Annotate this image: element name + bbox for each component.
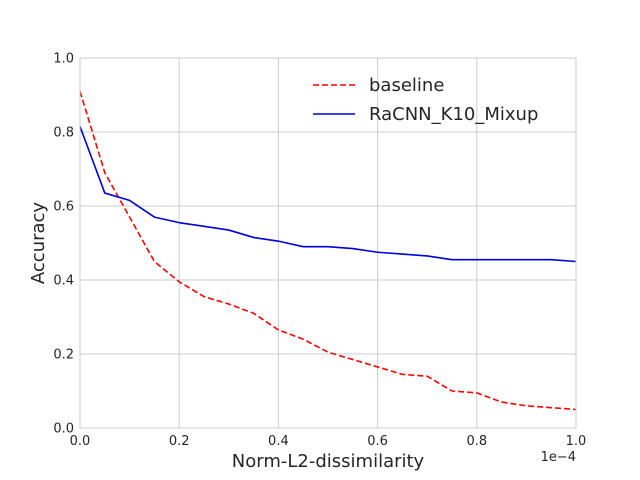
tick-labels: 0.0 0.2 0.4 0.6 0.8 1.0 0.0 0.2 0.4 0.6 0.8 1.0 (53, 52, 586, 450)
x-tick-label: 1.0 (566, 434, 587, 449)
series-line-racnn-k10-mixup (79, 126, 577, 263)
legend-label: baseline (369, 75, 444, 96)
y-tick-label: 0.2 (53, 348, 74, 363)
legend-label: RaCNN_K10_Mixup (369, 104, 538, 125)
x-tick-label: 0.4 (268, 434, 289, 449)
plot-background (80, 58, 576, 428)
x-offset-label: 1e−4 (541, 450, 576, 465)
y-axis-label: Accuracy (28, 202, 49, 285)
legend: baseline RaCNN_K10_Mixup (313, 75, 538, 125)
series-line-baseline (79, 91, 577, 411)
series-layer (79, 91, 577, 411)
y-tick-label: 0.4 (53, 274, 74, 289)
y-tick-label: 0.6 (53, 200, 74, 215)
x-tick-label: 0.0 (70, 434, 91, 449)
y-tick-label: 0.0 (53, 422, 74, 437)
plot-frame (79, 57, 577, 429)
y-tick-label: 1.0 (53, 52, 74, 67)
x-tick-label: 0.8 (466, 434, 487, 449)
x-axis-label: Norm-L2-dissimilarity (232, 451, 425, 472)
x-tick-label: 0.2 (169, 434, 190, 449)
grid (79, 57, 577, 429)
x-tick-label: 0.6 (367, 434, 388, 449)
y-tick-label: 0.8 (53, 126, 74, 141)
